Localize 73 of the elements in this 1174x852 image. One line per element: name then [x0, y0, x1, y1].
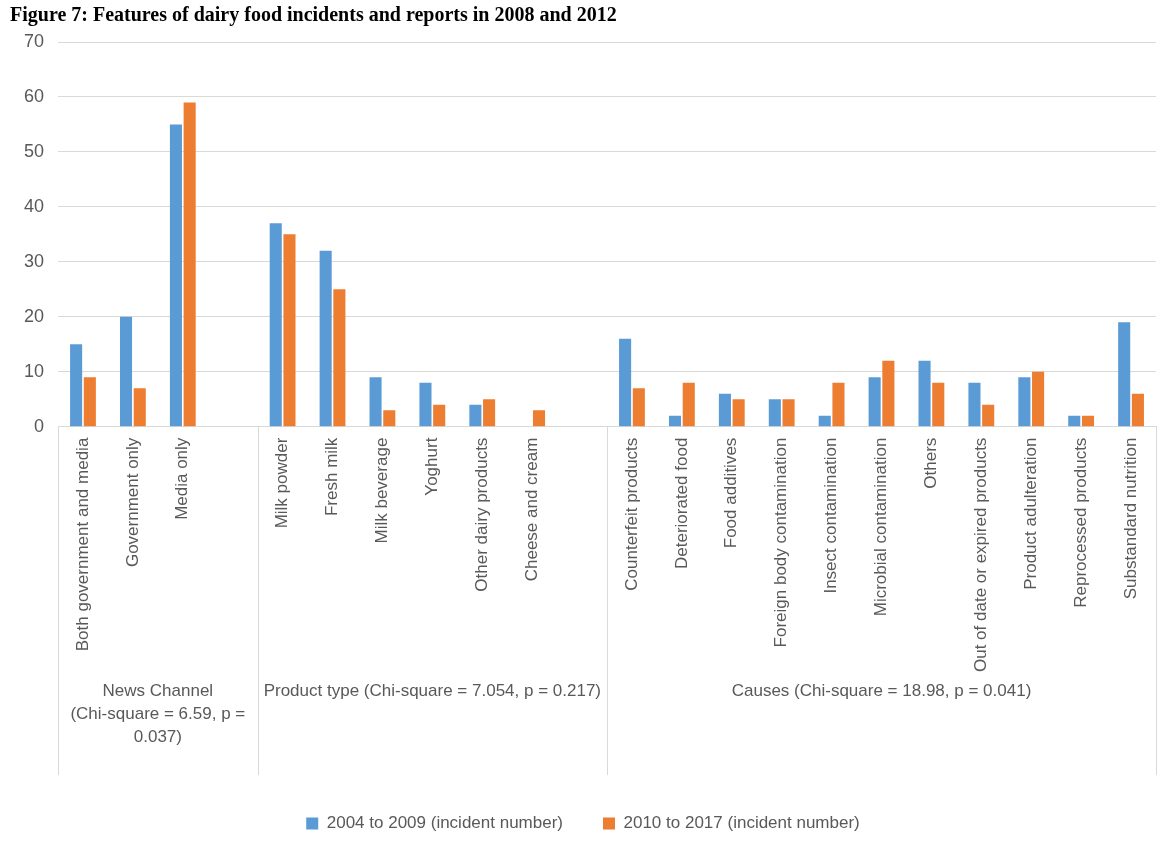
y-tick-label: 10	[23, 360, 45, 381]
bar	[183, 102, 196, 427]
bar	[1032, 371, 1045, 427]
x-tick-label: Deteriorated food	[671, 437, 691, 570]
bar	[1018, 377, 1031, 427]
y-tick-label: 70	[23, 30, 45, 51]
bar	[369, 377, 382, 427]
bar	[433, 404, 446, 427]
bar	[333, 289, 346, 427]
y-tick-label: 50	[23, 140, 45, 161]
bar	[632, 388, 645, 427]
x-tick-label: Substandard nutrition	[1120, 437, 1140, 600]
text: Product type (Chi-square = 7.054, p = 0.217)	[263, 681, 602, 701]
bar	[968, 382, 981, 427]
bar	[932, 382, 945, 427]
bar	[982, 404, 995, 427]
bar	[918, 360, 931, 427]
bar	[483, 399, 496, 427]
x-tick-label: Product adulteration	[1020, 437, 1040, 590]
x-tick-label: Government only	[122, 437, 142, 568]
bar	[782, 399, 795, 427]
y-tick-label: 60	[23, 85, 45, 106]
y-tick-label: 20	[23, 305, 45, 326]
x-tick-label: Yoghurt	[422, 437, 442, 496]
x-tick-label: Insect contamination	[821, 437, 841, 594]
bar	[383, 410, 396, 427]
x-tick-label: Reprocessed products	[1070, 437, 1090, 608]
x-tick-label: Milk beverage	[372, 437, 392, 544]
x-tick-label: Milk powder	[272, 437, 292, 529]
y-tick-label: 40	[23, 195, 45, 216]
bar	[882, 360, 895, 427]
bar	[732, 399, 745, 427]
legend-label: 2010 to 2017 (incident number)	[623, 813, 860, 833]
bar	[1081, 415, 1095, 427]
x-tick-label: Media only	[172, 437, 192, 520]
bar	[532, 410, 546, 427]
bar	[1118, 322, 1131, 427]
bar	[868, 377, 881, 427]
bar	[319, 250, 332, 427]
x-tick-label: Cheese and cream	[521, 437, 541, 582]
x-tick-label: Both government and media	[72, 437, 92, 652]
bar	[1131, 393, 1144, 427]
bar	[83, 377, 96, 427]
bar	[283, 234, 296, 427]
x-tick-label: Microbial contamination	[871, 437, 891, 617]
legend-label: 2004 to 2009 (incident number)	[326, 813, 563, 833]
x-tick-label: Food additives	[721, 437, 741, 549]
bar	[718, 393, 731, 427]
bar	[768, 399, 781, 427]
x-tick-label: Out of date or expired products	[971, 437, 991, 672]
bar	[469, 404, 482, 427]
text: News Channel (Chi-square = 6.59, p = 0.037)	[70, 681, 246, 747]
chart-title: Figure 7: Features of dairy food incidents and reports in 2008 and 2012	[10, 3, 617, 27]
bar	[133, 388, 146, 427]
y-tick-label: 30	[23, 250, 45, 271]
bar	[169, 124, 182, 427]
bar	[1068, 415, 1081, 427]
x-tick-label: Fresh milk	[322, 437, 342, 517]
bar	[619, 338, 632, 427]
bar	[682, 382, 695, 427]
bar	[818, 415, 831, 427]
x-tick-label: Other dairy products	[471, 437, 491, 592]
text: Causes (Chi-square = 18.98, p = 0.041)	[731, 681, 1032, 701]
bar	[419, 382, 432, 427]
bar	[668, 415, 682, 427]
bar	[70, 344, 83, 427]
y-tick-label: 0	[34, 415, 45, 436]
x-tick-label: Foreign body contamination	[771, 437, 791, 648]
bar	[269, 223, 282, 427]
x-tick-label: Counterfeit products	[621, 437, 641, 591]
bar	[832, 382, 845, 427]
x-tick-label: Others	[921, 437, 941, 489]
bar	[119, 316, 133, 427]
